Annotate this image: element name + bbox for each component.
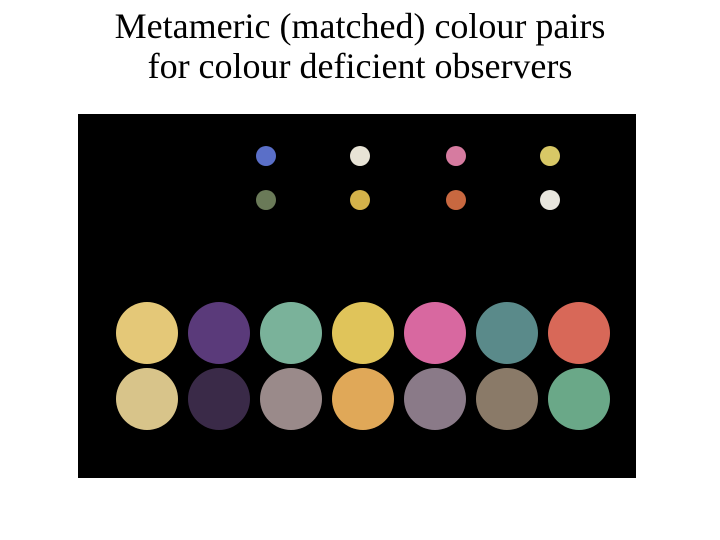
large-row-1-dot-2 xyxy=(260,302,322,364)
large-row-2-dot-0 xyxy=(116,368,178,430)
large-row-2-dot-2 xyxy=(260,368,322,430)
slide: Metameric (matched) colour pairs for col… xyxy=(0,0,720,540)
color-pairs-figure xyxy=(78,114,636,478)
large-row-1-dot-6 xyxy=(548,302,610,364)
large-row-1-dot-3 xyxy=(332,302,394,364)
large-row-2-dot-4 xyxy=(404,368,466,430)
small-row-1-dot-3 xyxy=(540,146,560,166)
large-row-2-dot-5 xyxy=(476,368,538,430)
title-line-1: Metameric (matched) colour pairs xyxy=(0,6,720,46)
large-row-2-dot-6 xyxy=(548,368,610,430)
small-row-2-dot-2 xyxy=(446,190,466,210)
small-row-1-dot-0 xyxy=(256,146,276,166)
title-line-2: for colour deficient observers xyxy=(0,46,720,86)
large-row-2-dot-1 xyxy=(188,368,250,430)
small-row-2-dot-3 xyxy=(540,190,560,210)
small-row-2-dot-1 xyxy=(350,190,370,210)
large-row-1-dot-4 xyxy=(404,302,466,364)
large-row-1-dot-5 xyxy=(476,302,538,364)
small-row-1-dot-1 xyxy=(350,146,370,166)
slide-title: Metameric (matched) colour pairs for col… xyxy=(0,6,720,87)
small-row-2-dot-0 xyxy=(256,190,276,210)
large-row-1-dot-1 xyxy=(188,302,250,364)
small-row-1-dot-2 xyxy=(446,146,466,166)
large-row-1-dot-0 xyxy=(116,302,178,364)
large-row-2-dot-3 xyxy=(332,368,394,430)
